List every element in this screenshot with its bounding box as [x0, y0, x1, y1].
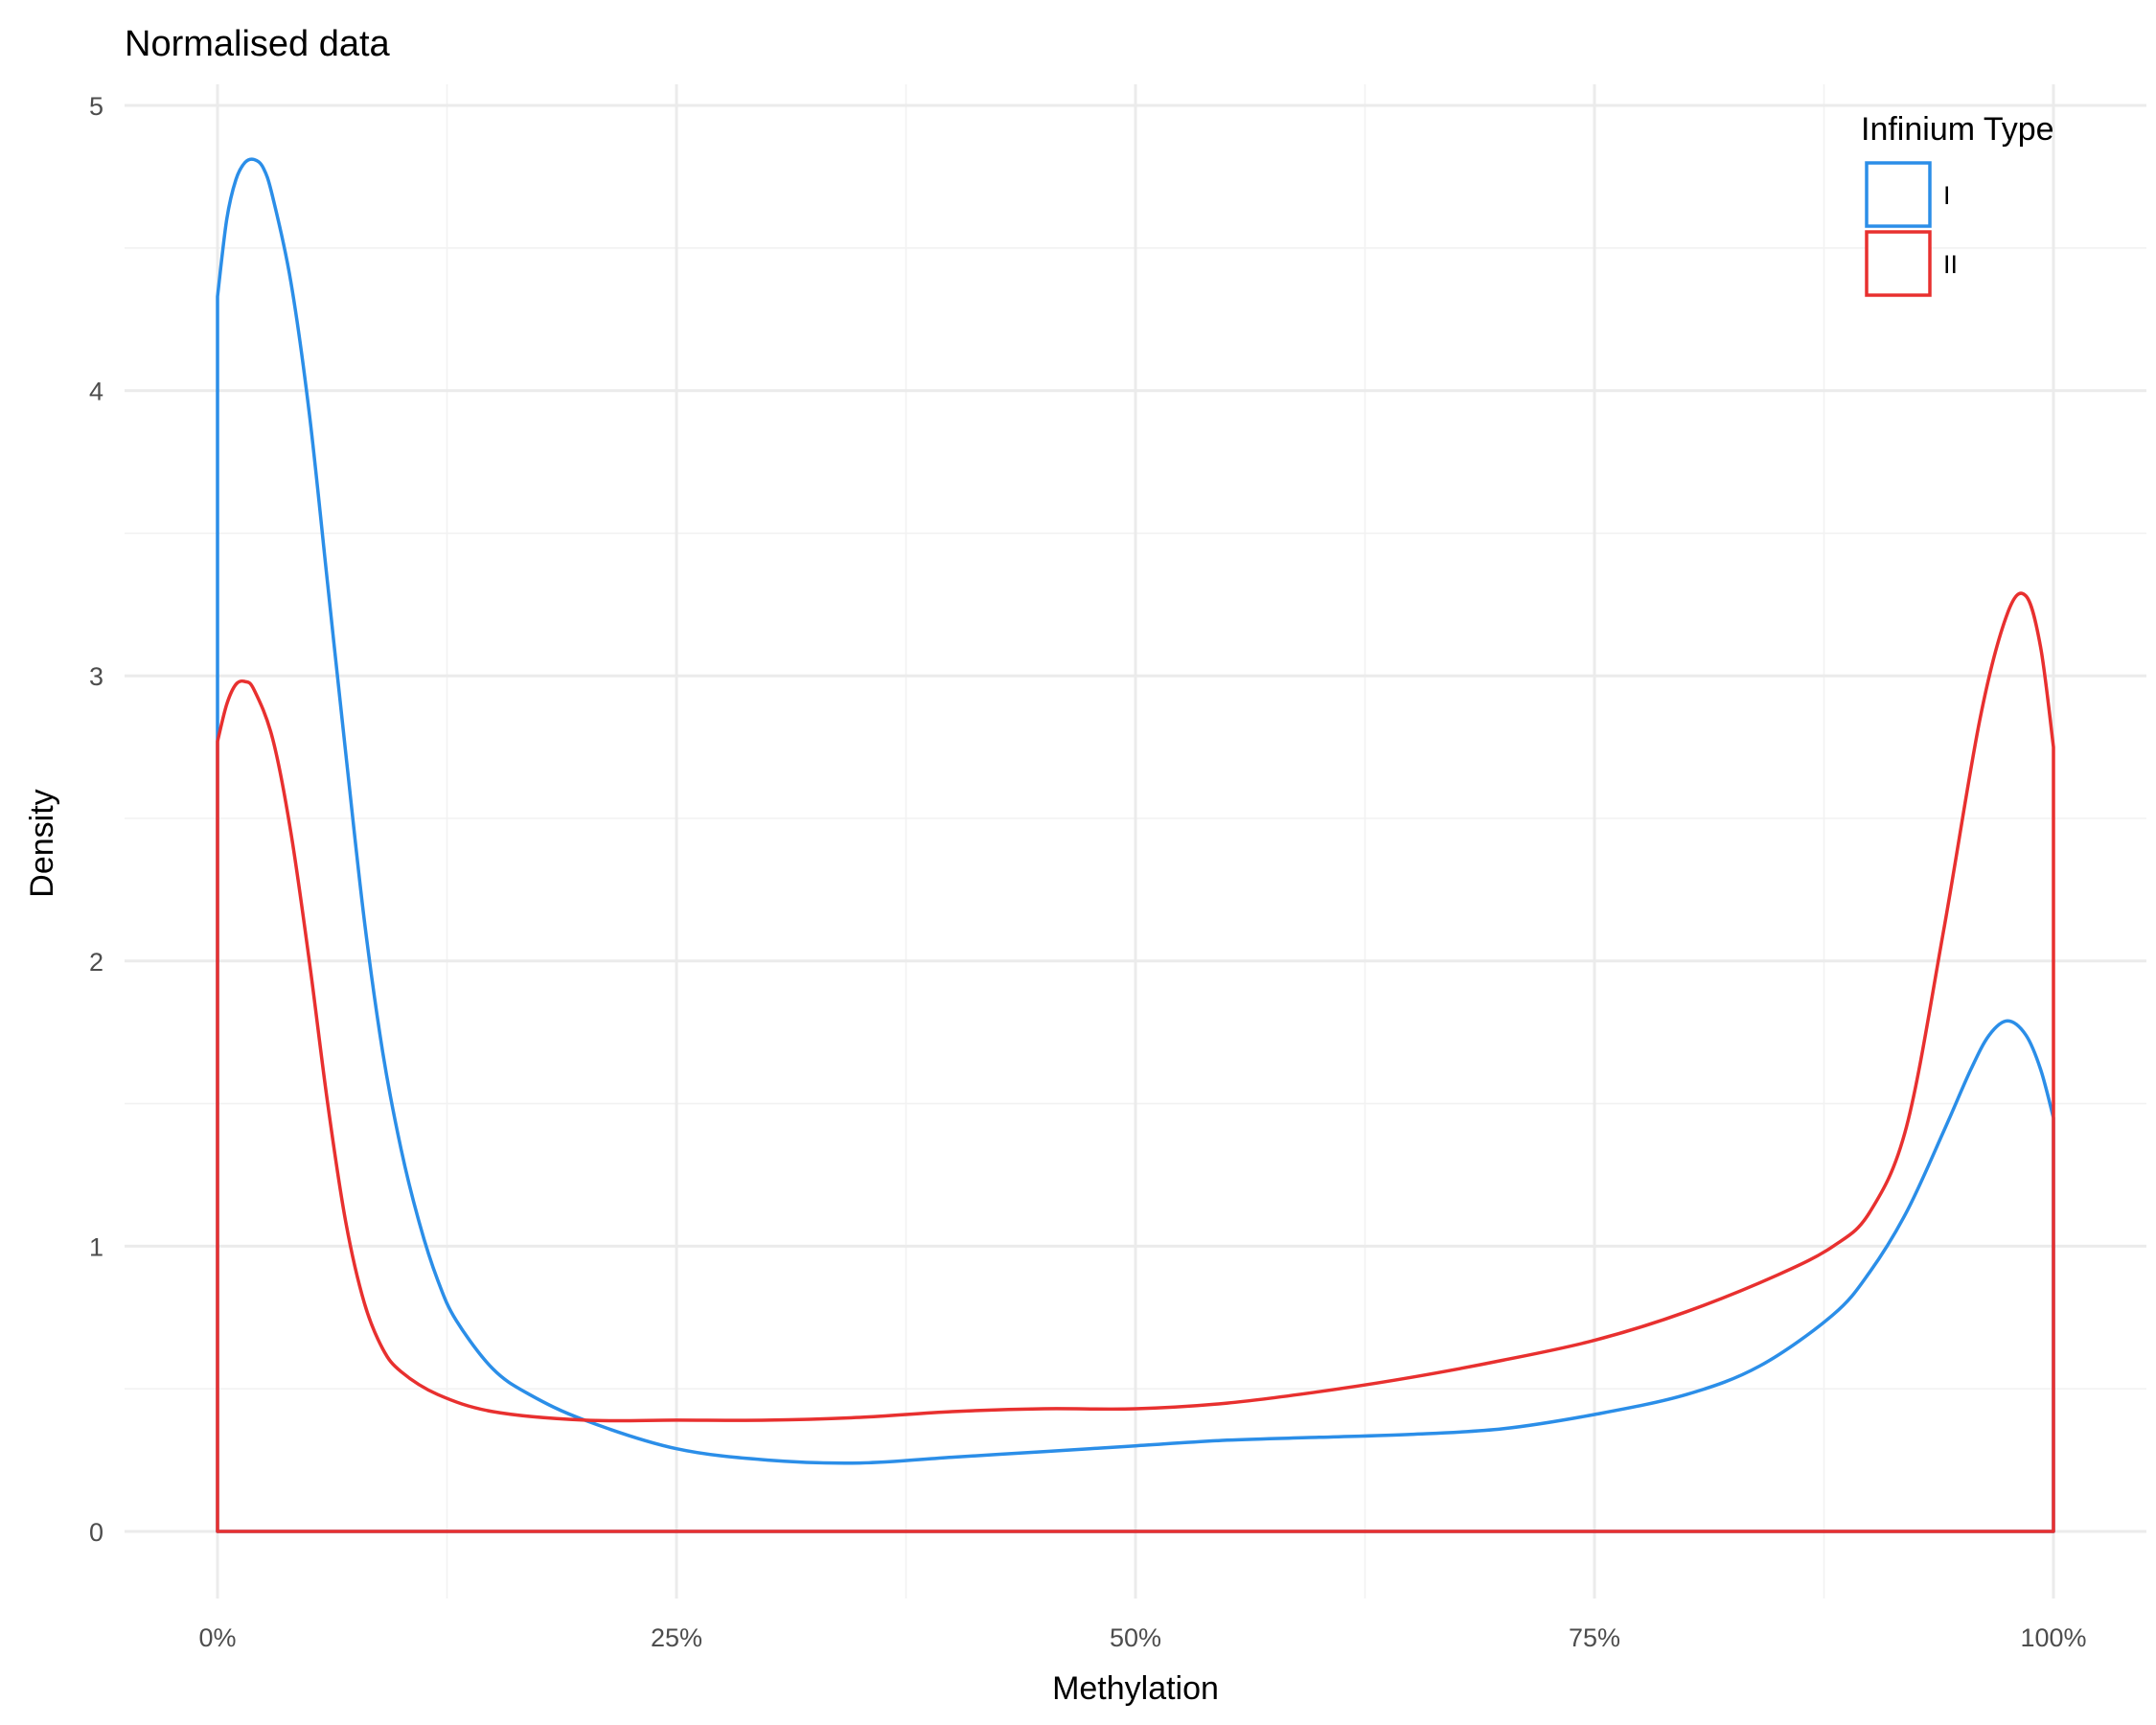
density-curves — [216, 157, 2055, 1533]
y-tick-label: 5 — [89, 92, 103, 121]
y-tick-label: 1 — [89, 1232, 103, 1261]
legend-title: Infinium Type — [1861, 111, 2054, 148]
x-tick-label: 50% — [1110, 1623, 1161, 1652]
y-axis-title: Density — [24, 789, 60, 897]
y-tick-label: 0 — [89, 1518, 103, 1547]
legend-label-I: I — [1943, 181, 1951, 210]
legend-label-II: II — [1943, 250, 1958, 279]
axis-tick-labels: 0% 25% 50% 75% 100% 0 1 2 3 4 5 — [89, 92, 2087, 1652]
chart-title: Normalised data — [125, 24, 391, 64]
x-tick-label: 100% — [2020, 1623, 2086, 1652]
y-tick-label: 4 — [89, 378, 103, 406]
legend-key-I — [1865, 161, 1932, 228]
legend: Infinium Type III — [1861, 111, 2054, 297]
legend-key-II — [1865, 230, 1932, 297]
x-tick-label: 25% — [651, 1623, 702, 1652]
density-curve-II — [216, 591, 2055, 1533]
y-tick-label: 3 — [89, 662, 103, 691]
y-tick-label: 2 — [89, 948, 103, 977]
density-curve-I — [216, 157, 2055, 1533]
legend-items: III — [1865, 161, 1958, 297]
x-tick-label: 0% — [198, 1623, 236, 1652]
x-tick-label: 75% — [1569, 1623, 1620, 1652]
x-axis-title: Methylation — [1052, 1670, 1219, 1707]
